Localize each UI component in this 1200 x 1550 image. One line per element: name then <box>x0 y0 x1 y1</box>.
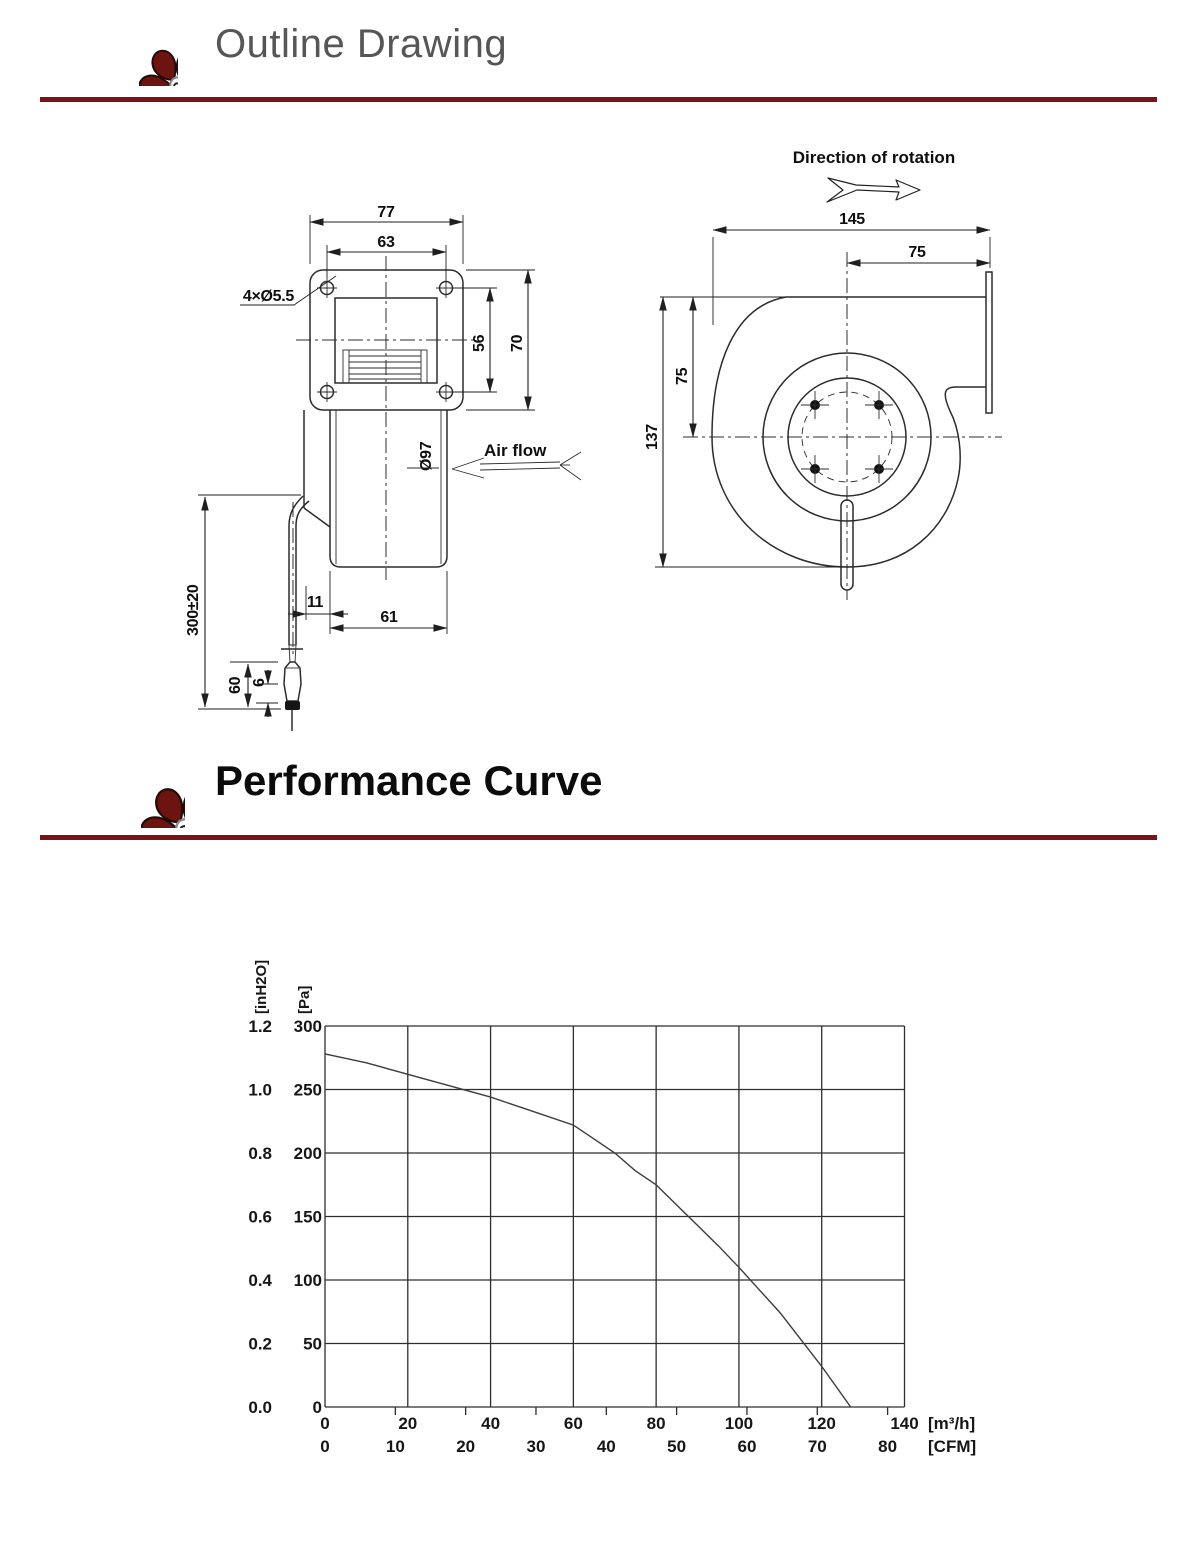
x-tick-label-cfm: 30 <box>527 1437 546 1456</box>
y-tick-label-inh2o: 1.0 <box>248 1081 272 1100</box>
performance-section-title: Performance Curve <box>215 757 603 804</box>
dim-connector-length: 60 <box>227 676 244 694</box>
y-axis-unit-pa: [Pa] <box>296 986 313 1014</box>
outline-section-title: Outline Drawing <box>215 22 508 66</box>
y-tick-label-pa: 0 <box>313 1398 322 1417</box>
y-axis-unit-inh2o: [inH2O] <box>253 960 270 1014</box>
dim-overall-height-side: 137 <box>644 424 661 450</box>
x-tick-label-cfm: 10 <box>386 1437 405 1456</box>
side-view: Direction of rotation 145 <box>644 148 1002 600</box>
y-tick-label-pa: 300 <box>294 1017 322 1036</box>
performance-curve-line <box>324 1053 852 1408</box>
x-tick-label-cfm: 50 <box>667 1437 686 1456</box>
dim-cable-offset: 11 <box>307 594 324 611</box>
dim-hole-spacing-h: 63 <box>377 234 395 251</box>
front-view: 77 63 4×Ø5.5 56 70 Ø97 Air flow <box>185 204 582 731</box>
x-tick-label-cfm: 20 <box>456 1437 475 1456</box>
dim-holes-callout: 4×Ø5.5 <box>243 288 295 305</box>
air-flow-label: Air flow <box>484 441 547 460</box>
flange-holes <box>317 278 456 402</box>
dim-outlet-offset: 75 <box>908 244 926 261</box>
y-tick-label-pa: 200 <box>294 1144 322 1163</box>
y-tick-label-inh2o: 1.2 <box>248 1017 272 1036</box>
dim-overall-width: 77 <box>377 204 395 221</box>
mounting-tab <box>840 499 854 591</box>
y-tick-label-pa: 50 <box>303 1335 322 1354</box>
x-tick-label-m3h: 0 <box>320 1414 329 1433</box>
x-tick-label-m3h: 80 <box>647 1414 666 1433</box>
wire-connector <box>281 644 303 731</box>
x-tick-label-cfm: 0 <box>320 1437 329 1456</box>
y-tick-label-pa: 100 <box>294 1271 322 1290</box>
x-tick-label-m3h: 100 <box>725 1414 753 1433</box>
x-axis-unit-m3h: [m³/h] <box>928 1414 975 1433</box>
y-tick-label-inh2o: 0.0 <box>248 1398 272 1417</box>
x-tick-label-m3h: 140 <box>890 1414 918 1433</box>
x-tick-label-m3h: 40 <box>481 1414 500 1433</box>
y-tick-label-inh2o: 0.6 <box>248 1208 272 1227</box>
dim-motor-diameter: Ø97 <box>418 441 435 471</box>
dim-overall-height: 70 <box>509 334 526 352</box>
rotation-direction-label: Direction of rotation <box>793 148 955 167</box>
y-tick-label-inh2o: 0.2 <box>248 1335 272 1354</box>
air-flow-arrow-icon <box>451 451 582 481</box>
y-tick-label-inh2o: 0.4 <box>248 1271 272 1290</box>
rotation-arrow-icon <box>826 177 921 203</box>
bolt-holes <box>801 391 893 483</box>
x-tick-label-m3h: 20 <box>398 1414 417 1433</box>
dim-cable-length: 300±20 <box>185 584 202 636</box>
x-tick-label-m3h: 60 <box>564 1414 583 1433</box>
section-divider <box>40 835 1157 840</box>
y-tick-label-pa: 250 <box>294 1081 322 1100</box>
y-tick-label-pa: 150 <box>294 1208 322 1227</box>
dim-overall-width-side: 145 <box>839 211 865 228</box>
section-divider <box>40 97 1157 102</box>
y-tick-label-inh2o: 0.8 <box>248 1144 272 1163</box>
x-axis-unit-cfm: [CFM] <box>928 1437 976 1456</box>
dim-tip-length: 6 <box>251 678 268 687</box>
x-tick-label-cfm: 70 <box>808 1437 827 1456</box>
x-tick-label-cfm: 40 <box>597 1437 616 1456</box>
dim-center-height: 75 <box>674 367 691 385</box>
x-tick-label-m3h: 120 <box>808 1414 836 1433</box>
x-tick-label-cfm: 60 <box>737 1437 756 1456</box>
dim-body-length: 61 <box>380 609 398 626</box>
x-tick-label-cfm: 80 <box>878 1437 897 1456</box>
dim-hole-spacing-v: 56 <box>471 334 488 352</box>
